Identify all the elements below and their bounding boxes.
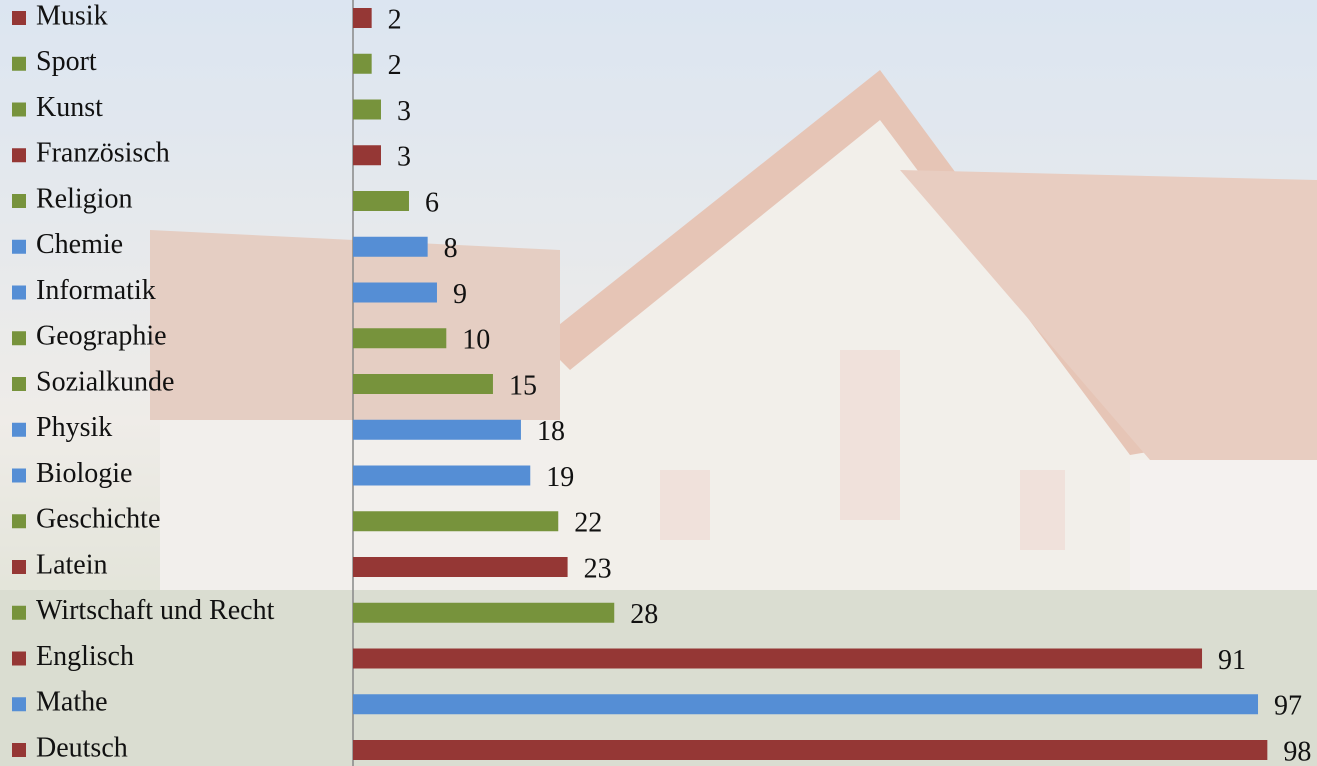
bar [353, 602, 615, 623]
bar [353, 694, 1259, 715]
category-label: Mathe [36, 687, 108, 718]
category-label: Kunst [36, 92, 103, 123]
bar [353, 99, 381, 120]
data-label: 18 [537, 416, 565, 447]
category-label: Musik [36, 0, 108, 31]
data-label: 3 [397, 96, 411, 127]
category-marker [12, 285, 26, 300]
data-label: 8 [444, 233, 458, 264]
category-marker [12, 697, 26, 712]
category-marker [12, 514, 26, 529]
category-marker [12, 102, 26, 117]
bar [353, 465, 531, 486]
bar [353, 328, 447, 349]
data-label: 22 [574, 508, 602, 539]
category-marker [12, 56, 26, 71]
data-label: 97 [1274, 691, 1302, 722]
category-label: Informatik [36, 275, 156, 306]
category-label: Wirtschaft und Recht [36, 595, 275, 626]
category-marker [12, 11, 26, 25]
category-label: Physik [36, 412, 112, 443]
data-label: 23 [584, 553, 612, 584]
category-label: Sport [36, 46, 97, 77]
bar [353, 374, 493, 394]
data-label: 9 [453, 279, 467, 310]
data-label: 2 [388, 4, 402, 35]
category-label: Deutsch [36, 732, 128, 763]
bar [353, 282, 437, 303]
category-marker [12, 194, 26, 208]
data-label: 28 [630, 599, 658, 630]
category-label: Religion [36, 183, 132, 214]
category-marker [12, 468, 26, 483]
category-marker [12, 331, 26, 346]
category-label: Biologie [36, 458, 132, 489]
data-label: 15 [509, 370, 537, 401]
category-marker [12, 743, 26, 757]
category-label: Chemie [36, 229, 123, 260]
category-marker [12, 422, 26, 437]
data-label: 19 [546, 462, 574, 493]
data-label: 3 [397, 142, 411, 173]
category-marker [12, 377, 26, 391]
category-label: Latein [36, 549, 108, 580]
bar [353, 53, 372, 74]
bar [353, 419, 521, 440]
category-label: Geschichte [36, 504, 160, 535]
category-marker [12, 148, 26, 163]
data-label: 6 [425, 187, 439, 218]
bar [353, 557, 568, 577]
bar [353, 236, 428, 257]
data-label: 2 [388, 50, 402, 81]
category-marker [12, 560, 26, 574]
category-label: Geographie [36, 321, 167, 352]
bar [353, 8, 372, 28]
bar [353, 145, 381, 166]
category-label: Französisch [36, 138, 170, 169]
bar [353, 511, 559, 532]
category-marker [12, 651, 26, 666]
category-marker [12, 239, 26, 254]
data-label: 98 [1283, 736, 1311, 766]
data-label: 91 [1218, 645, 1246, 676]
category-label: Englisch [36, 641, 134, 672]
category-label: Sozialkunde [36, 366, 174, 397]
category-marker [12, 605, 26, 620]
data-label: 10 [462, 325, 490, 356]
bar [353, 740, 1268, 760]
bar [353, 648, 1203, 669]
bar [353, 191, 409, 211]
